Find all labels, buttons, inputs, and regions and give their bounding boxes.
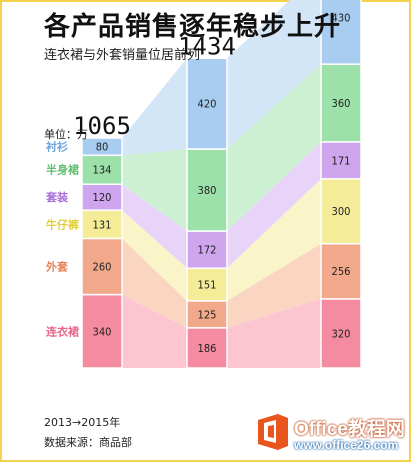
chart-subtitle: 连衣裙与外套销量位居前列: [44, 48, 201, 63]
bar-segment: [320, 298, 362, 369]
flow-band: [227, 243, 321, 328]
total-label: 1434: [178, 32, 236, 60]
series-label: 套装: [46, 190, 68, 204]
data-label: 131: [93, 218, 112, 231]
data-label: 186: [198, 342, 217, 355]
bar-segment: [320, 0, 362, 65]
data-label: 340: [93, 325, 112, 338]
bar-segment: [186, 148, 228, 232]
watermark: Office教程网 www.office26.com: [246, 404, 411, 462]
data-label: 171: [332, 154, 351, 167]
data-label: 120: [93, 191, 112, 204]
data-label: 300: [332, 205, 351, 218]
bar-segment: [81, 137, 123, 157]
flow-band: [122, 149, 187, 232]
bar-segment: [320, 141, 362, 180]
data-label: 320: [332, 327, 351, 340]
flow-band: [122, 238, 187, 328]
series-label: 外套: [45, 259, 69, 273]
data-label: 256: [332, 265, 351, 278]
unit-label: 单位：万: [44, 128, 88, 141]
flow-band: [122, 184, 187, 269]
data-label: 125: [198, 308, 217, 321]
watermark-url: www.office26.com: [294, 438, 399, 452]
flow-band: [227, 298, 321, 368]
data-label: 134: [93, 164, 112, 177]
series-label: 半身裙: [46, 163, 79, 177]
flow-band: [227, 178, 321, 301]
series-label: 连衣裙: [46, 324, 79, 338]
bar-segment: [320, 242, 362, 300]
flow-band: [122, 210, 187, 301]
total-label: 1065: [73, 112, 131, 140]
flow-band: [122, 58, 187, 156]
office-logo-icon: [258, 414, 288, 450]
watermark-brand: Office教程网: [294, 419, 405, 440]
data-label: 260: [93, 260, 112, 273]
bar-segment: [186, 267, 228, 302]
data-label: 430: [332, 12, 351, 25]
data-label: 380: [198, 184, 217, 197]
chart-title: 各产品销售逐年稳步上升: [44, 12, 342, 42]
data-label: 172: [198, 244, 217, 257]
flow-band: [227, 0, 321, 150]
data-label: 151: [198, 279, 217, 292]
source-note: 数据来源：商品部: [44, 436, 132, 449]
flow-band: [227, 64, 321, 232]
series-label: 衬衫: [46, 140, 68, 154]
series-label: 牛仔裤: [46, 217, 79, 231]
flow-band: [122, 294, 187, 368]
data-label: 80: [96, 141, 109, 154]
bar-segment: [186, 57, 228, 150]
data-label: 360: [332, 97, 351, 110]
flow-band: [227, 141, 321, 269]
bar-segment: [320, 178, 362, 245]
bar-segment: [320, 63, 362, 143]
data-label: 420: [198, 98, 217, 111]
year-range-note: 2013→2015年: [44, 416, 121, 429]
